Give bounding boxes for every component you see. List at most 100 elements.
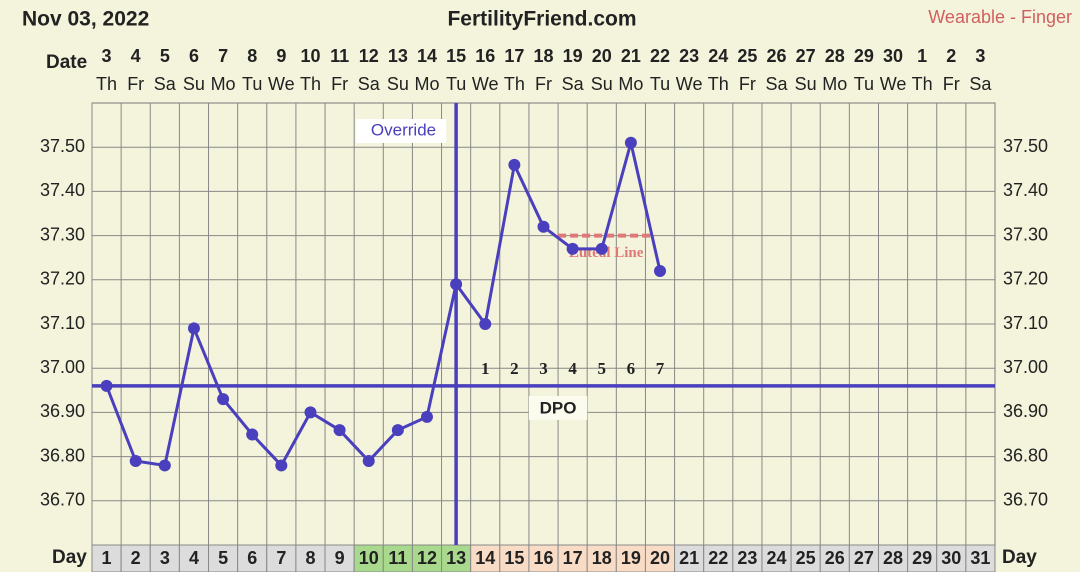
day-cell: [644, 544, 676, 572]
weekday-label: Sa: [766, 74, 789, 94]
day-cell: [586, 544, 617, 572]
day-cell: [965, 544, 996, 572]
weekday-label: Fr: [331, 74, 348, 94]
weekday-label: Tu: [242, 74, 262, 94]
day-cell: [703, 544, 734, 572]
x-tick-label: 23: [737, 548, 757, 568]
y-tick-label: 37.10: [1003, 313, 1048, 333]
temperature-point: [362, 455, 375, 468]
date-label: 4: [131, 46, 141, 66]
temperature-point: [129, 455, 142, 468]
y-tick-label: 36.70: [1003, 490, 1048, 510]
temperature-point: [479, 318, 492, 330]
weekday-label: We: [676, 74, 703, 94]
dpo-title-bg: [528, 395, 588, 420]
x-tick-label: 17: [563, 548, 583, 568]
source-label: Wearable - Finger: [928, 7, 1072, 27]
date-label: 22: [650, 46, 670, 66]
x-tick-label: 18: [592, 548, 612, 568]
weekday-label: Fr: [739, 74, 756, 94]
dpo-label: 5: [598, 359, 607, 378]
x-tick-label: 4: [189, 548, 199, 568]
weekday-label: Sa: [358, 74, 381, 94]
day-cell: [324, 544, 355, 572]
temperature-point: [217, 393, 230, 406]
weekday-label: Mo: [414, 74, 439, 94]
weekday-label: Fr: [127, 74, 144, 94]
temperature-point: [187, 322, 200, 335]
day-cell: [732, 544, 763, 572]
site-title: FertilityFriend.com: [447, 8, 636, 31]
ovulation-label-bg: [356, 119, 447, 143]
weekday-label: Sa: [969, 74, 992, 94]
dpo-label: 7: [656, 359, 665, 378]
temperature-point: [100, 379, 113, 392]
weekday-label: We: [268, 74, 295, 94]
temperature-point: [537, 220, 550, 233]
date-label: 30: [883, 46, 903, 66]
y-tick-label: 37.00: [40, 357, 85, 377]
y-tick-label: 37.10: [40, 313, 85, 333]
x-tick-label: 2: [131, 548, 141, 568]
y-tick-label: 37.20: [40, 269, 85, 289]
date-label: 20: [592, 46, 612, 66]
y-tick-label: 36.80: [40, 445, 85, 465]
temperature-point: [333, 424, 346, 437]
x-tick-label: 28: [883, 548, 903, 568]
weekday-label: Su: [795, 74, 817, 94]
x-tick-label: 9: [335, 548, 345, 568]
date-label: 19: [563, 46, 583, 66]
x-tick-label: 7: [276, 548, 286, 568]
date-label: 11: [330, 46, 349, 66]
temperature-point: [420, 410, 433, 423]
day-cell: [819, 544, 850, 572]
date-label: 17: [504, 46, 524, 66]
x-tick-label: 16: [533, 548, 553, 568]
day-cell: [790, 544, 821, 572]
date-label: 10: [300, 46, 320, 66]
x-tick-label: 22: [708, 548, 728, 568]
dpo-label: 1: [481, 359, 490, 378]
x-tick-label: 31: [970, 548, 990, 568]
temperature-point: [275, 459, 288, 472]
weekday-label: Fr: [943, 74, 960, 94]
x-tick-label: 11: [388, 548, 407, 568]
day-cell: [936, 544, 967, 572]
weekday-label: Su: [387, 74, 409, 94]
day-cell: [91, 544, 122, 572]
x-tick-label: 26: [825, 548, 845, 568]
date-label: 5: [160, 46, 170, 66]
day-cell: [499, 544, 530, 572]
x-tick-label: 12: [417, 548, 437, 568]
weekday-label: Sa: [154, 74, 177, 94]
date-label: 6: [189, 46, 199, 66]
temperature-line: [105, 142, 662, 468]
top-axis-label: Date: [46, 52, 87, 73]
y-tick-label: 36.90: [1003, 401, 1048, 421]
date-label: 24: [708, 46, 728, 66]
y-tick-label: 36.70: [40, 490, 85, 510]
day-cell: [877, 544, 909, 572]
date-label: 23: [679, 46, 699, 66]
x-label: Day: [52, 547, 87, 568]
y-tick-label: 37.40: [1003, 180, 1048, 200]
dpo-label: 3: [539, 359, 548, 378]
day-cell: [411, 544, 443, 572]
x-tick-label: 30: [941, 548, 961, 568]
temperature-point: [246, 428, 259, 441]
weekday-label: Sa: [562, 74, 585, 94]
temperature-point: [450, 278, 463, 291]
date-label: Nov 03, 2022: [22, 8, 149, 31]
y-tick-label: 37.40: [40, 180, 85, 200]
day-cell: [382, 544, 413, 572]
x-tick-label: 19: [621, 548, 641, 568]
x-tick-label: 3: [160, 548, 170, 568]
temperature-point: [391, 424, 404, 437]
weekday-label: We: [880, 74, 907, 94]
date-label: 27: [796, 46, 816, 66]
weekday-label: Su: [591, 74, 613, 94]
x-tick-label: 6: [247, 548, 257, 568]
weekday-label: Mo: [822, 74, 847, 94]
dpo-label: 6: [627, 359, 636, 378]
weekday-label: Fr: [535, 74, 552, 94]
